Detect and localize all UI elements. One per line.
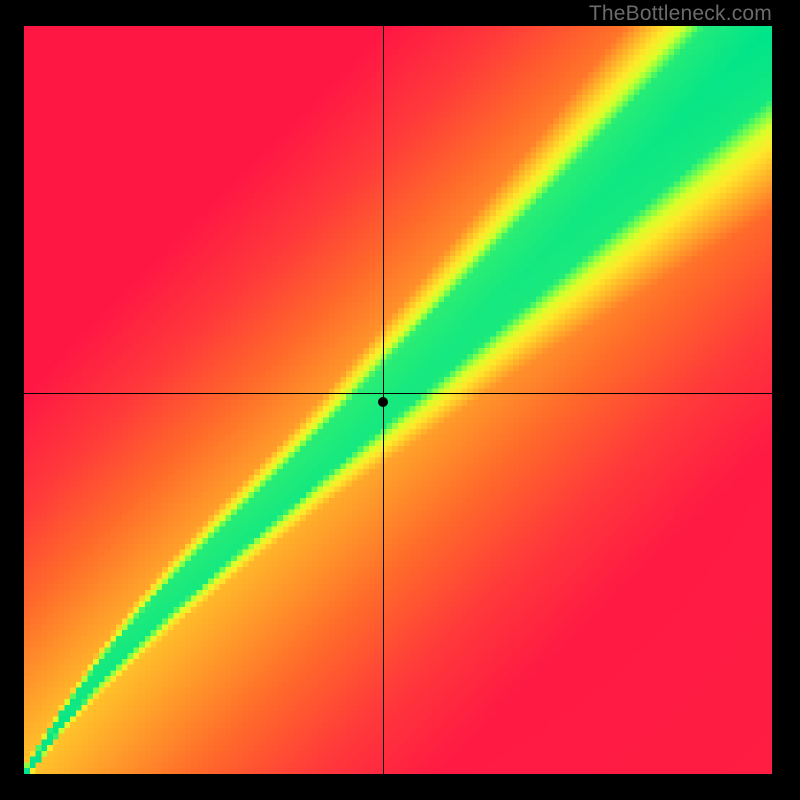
watermark-text: TheBottleneck.com	[589, 2, 772, 26]
heatmap-canvas	[24, 26, 772, 774]
chart-frame: TheBottleneck.com	[0, 0, 800, 800]
heatmap-plot	[24, 26, 772, 774]
bottleneck-marker-dot	[378, 397, 388, 407]
crosshair-horizontal	[24, 393, 772, 394]
